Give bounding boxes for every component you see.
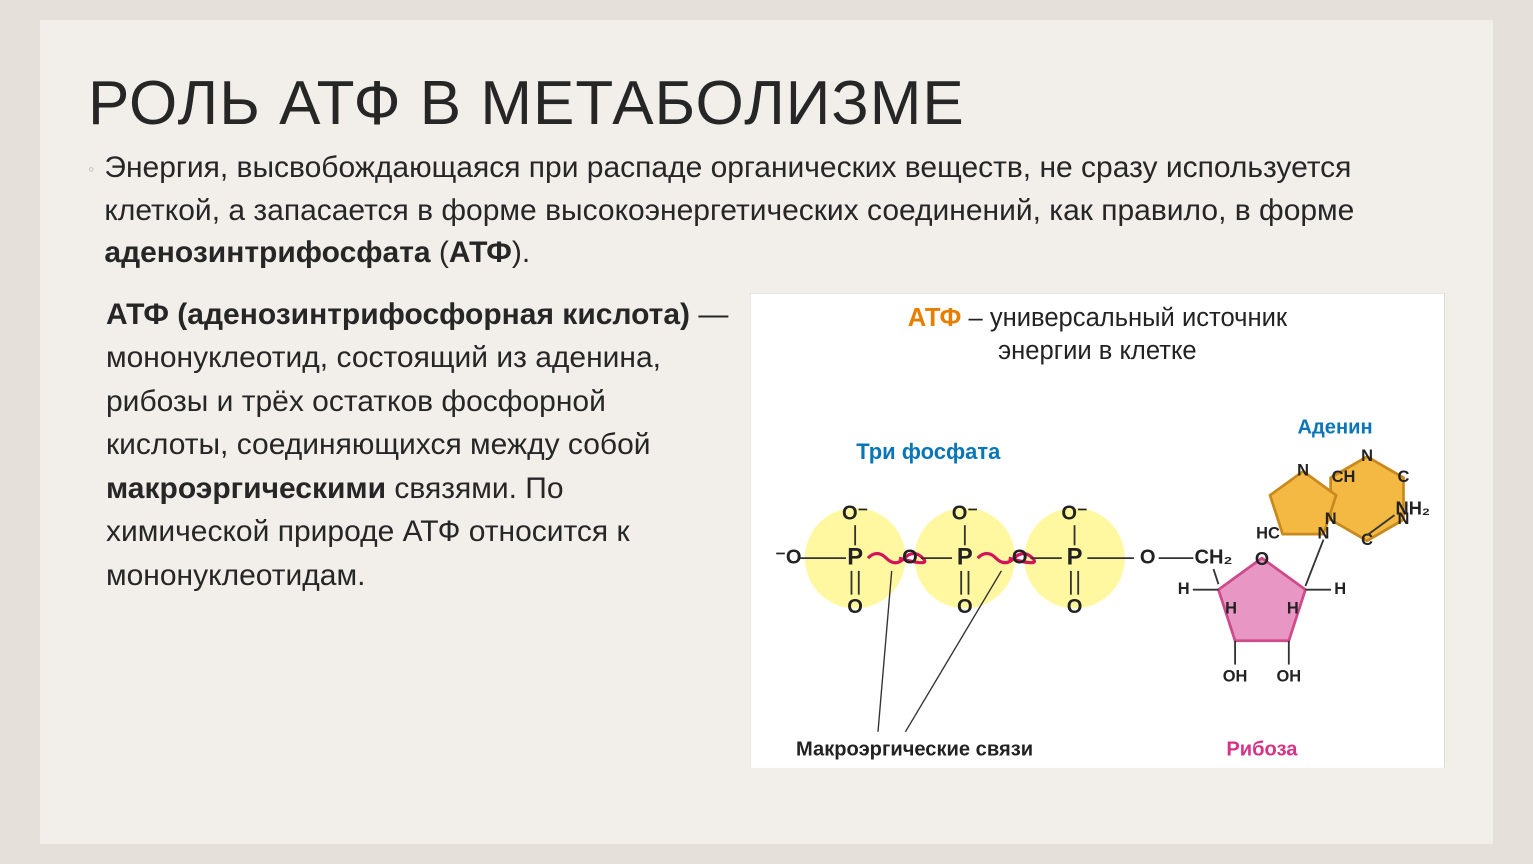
svg-text:C: C [1398, 468, 1410, 486]
intro-plain-1: Энергия, высвобождающаяся при распаде ор… [104, 151, 1354, 227]
svg-text:N: N [1361, 447, 1373, 465]
svg-text:O: O [1067, 596, 1083, 618]
svg-text:АТФ – универсальный источник: АТФ – универсальный источник [908, 304, 1288, 332]
svg-text:CH: CH [1332, 468, 1356, 486]
svg-text:OH: OH [1223, 667, 1248, 685]
svg-text:O⁻: O⁻ [1062, 502, 1088, 524]
svg-text:O⁻: O⁻ [842, 502, 868, 524]
svg-text:P: P [957, 543, 973, 570]
svg-text:O: O [1012, 546, 1028, 568]
svg-text:P: P [1067, 543, 1083, 570]
intro-plain-3: ). [512, 236, 530, 269]
slide-root: РОЛЬ АТФ В МЕТАБОЛИЗМЕ ◦ Энергия, высвоб… [0, 0, 1533, 864]
svg-text:O: O [902, 546, 918, 568]
svg-text:⁻O: ⁻O [775, 546, 801, 568]
svg-text:энергии в клетке: энергии в клетке [998, 337, 1197, 365]
svg-text:C: C [1361, 531, 1373, 549]
lower-row: АТФ (аденозинтрифосфорная кислота) — мон… [88, 293, 1445, 768]
intro-plain-2: ( [431, 236, 449, 269]
def-bold-2: макроэргическими [106, 472, 386, 505]
intro-block: ◦ Энергия, высвобождающаяся при распаде … [88, 147, 1445, 275]
svg-text:H: H [1287, 599, 1299, 617]
svg-text:Аденин: Аденин [1298, 416, 1373, 438]
bullet-icon: ◦ [88, 157, 94, 183]
intro-bold-2: АТФ [449, 236, 512, 269]
svg-text:CH₂: CH₂ [1195, 546, 1233, 568]
svg-text:HC: HC [1256, 524, 1280, 542]
intro-text: Энергия, высвобождающаяся при распаде ор… [104, 147, 1445, 275]
svg-text:H: H [1225, 599, 1237, 617]
intro-bold-1: аденозинтрифосфата [104, 236, 430, 269]
svg-text:Рибоза: Рибоза [1227, 738, 1299, 760]
svg-text:O: O [848, 596, 864, 618]
svg-text:H: H [1178, 580, 1190, 598]
svg-text:NH₂: NH₂ [1396, 497, 1431, 518]
atp-figure-panel: АТФ – универсальный источник энергии в кл… [750, 293, 1445, 768]
def-bold-1: АТФ (аденозинтрифосфорная кислота) [106, 298, 690, 331]
svg-text:O⁻: O⁻ [952, 502, 978, 524]
svg-text:O: O [957, 596, 973, 618]
svg-text:O: O [1255, 548, 1269, 569]
svg-text:N: N [1297, 461, 1309, 479]
slide-title: РОЛЬ АТФ В МЕТАБОЛИЗМЕ [88, 68, 1445, 139]
svg-text:O: O [1140, 546, 1156, 568]
svg-text:Три фосфата: Три фосфата [856, 439, 1001, 464]
svg-text:H: H [1334, 580, 1346, 598]
slide-inner: РОЛЬ АТФ В МЕТАБОЛИЗМЕ ◦ Энергия, высвоб… [40, 20, 1493, 844]
svg-text:OH: OH [1277, 667, 1302, 685]
svg-text:P: P [847, 543, 863, 570]
atp-diagram-svg: АТФ – универсальный источник энергии в кл… [750, 293, 1445, 768]
definition-text: АТФ (аденозинтрифосфорная кислота) — мон… [88, 293, 730, 768]
svg-text:Макроэргические связи: Макроэргические связи [796, 738, 1033, 760]
